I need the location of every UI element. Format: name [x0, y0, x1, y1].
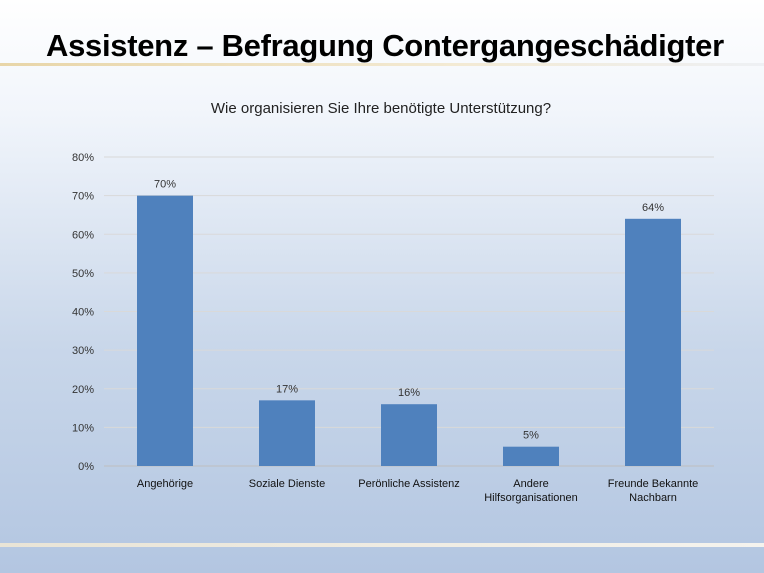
data-label: 16% [398, 387, 420, 399]
data-label: 70% [154, 179, 176, 191]
bar [137, 195, 193, 466]
y-tick-label: 70% [72, 191, 94, 203]
y-tick-label: 10% [72, 422, 94, 434]
slide-title: Assistenz – Befragung Contergangeschädig… [46, 28, 724, 63]
chart-title: Wie organisieren Sie Ihre benötigte Unte… [211, 100, 551, 117]
bar [503, 446, 559, 466]
category-label: Freunde Bekannte [608, 478, 699, 490]
category-label: Hilfsorganisationen [484, 492, 578, 504]
data-label: 17% [276, 383, 298, 395]
y-tick-label: 20% [72, 384, 94, 396]
category-label: Andere [513, 478, 548, 490]
title-divider [0, 63, 764, 66]
data-label: 64% [642, 202, 664, 214]
bar [381, 404, 437, 466]
y-tick-label: 80% [72, 152, 94, 164]
y-tick-label: 50% [72, 268, 94, 280]
data-label: 5% [523, 430, 539, 442]
bar [625, 218, 681, 466]
footer-divider [0, 543, 764, 547]
y-tick-label: 30% [72, 345, 94, 357]
category-label: Perönliche Assistenz [358, 478, 460, 490]
category-label: Soziale Dienste [249, 478, 325, 490]
category-label: Angehörige [137, 478, 193, 490]
y-tick-label: 40% [72, 307, 94, 319]
y-tick-label: 60% [72, 229, 94, 241]
y-tick-label: 0% [78, 461, 94, 473]
category-label: Nachbarn [629, 492, 677, 504]
bar [259, 400, 315, 466]
